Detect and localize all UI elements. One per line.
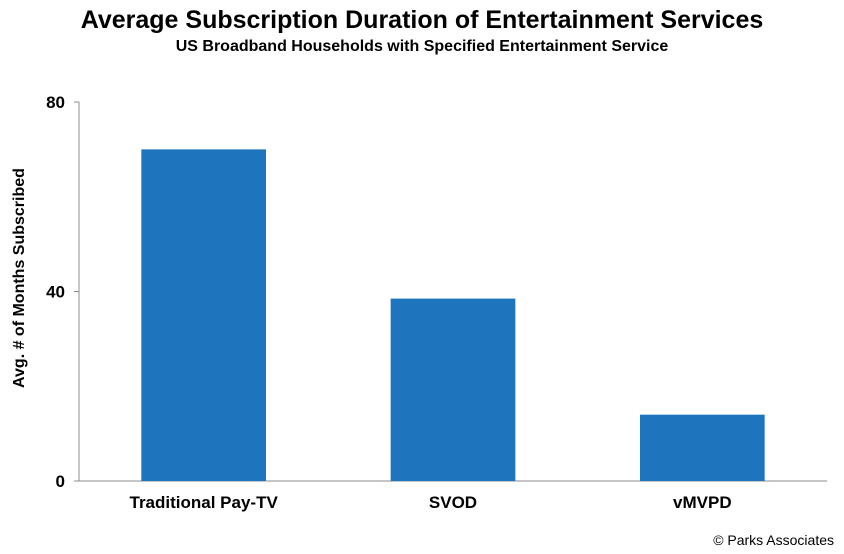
y-tick-label: 80 — [46, 93, 65, 112]
x-tick-label: SVOD — [429, 493, 477, 512]
x-tick-label: Traditional Pay-TV — [130, 493, 279, 512]
bar — [390, 298, 516, 481]
x-tick-label: vMVPD — [673, 493, 732, 512]
bar — [141, 149, 266, 481]
chart-subtitle: US Broadband Households with Specified E… — [175, 38, 669, 55]
source-credit: © Parks Associates — [713, 532, 834, 548]
chart-title: Average Subscription Duration of Enterta… — [80, 6, 764, 34]
y-tick-label: 40 — [46, 283, 65, 302]
bar — [640, 414, 765, 481]
y-tick-label: 0 — [56, 472, 65, 491]
